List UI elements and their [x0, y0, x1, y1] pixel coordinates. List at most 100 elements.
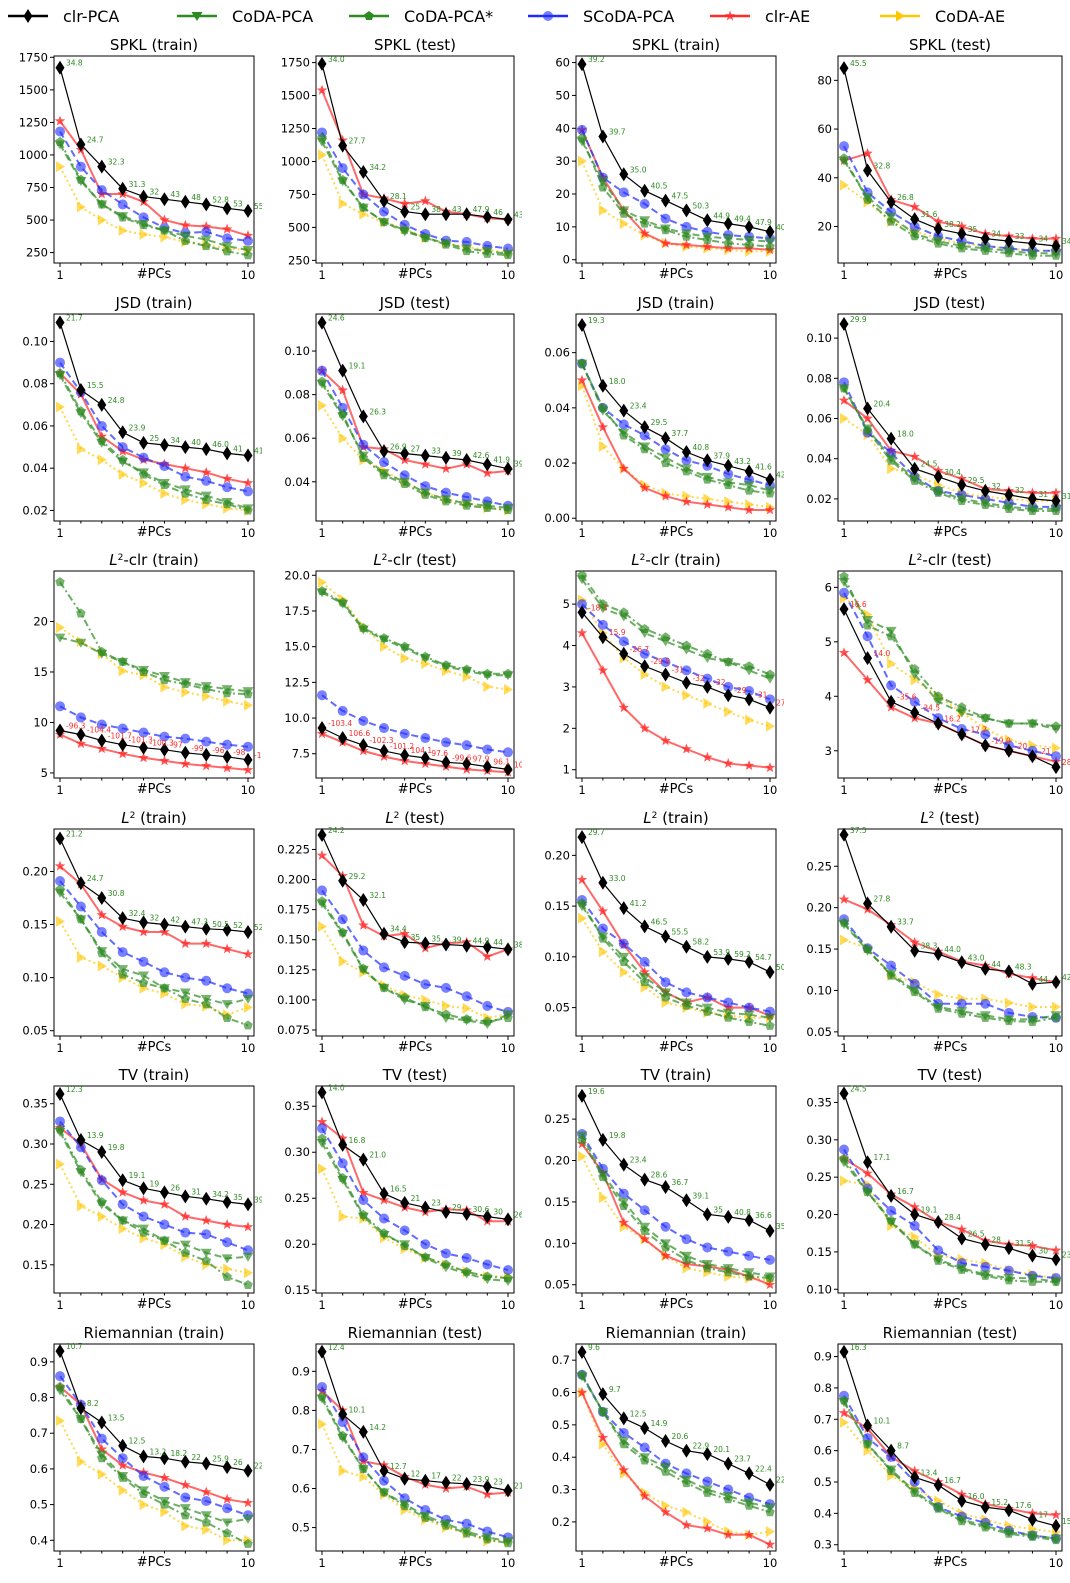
data-point — [180, 440, 190, 455]
data-point — [399, 928, 410, 939]
data-point — [838, 1158, 850, 1168]
data-label: 40.5 — [651, 182, 668, 191]
data-point — [639, 198, 650, 209]
data-point — [179, 1240, 191, 1250]
data-point — [200, 1511, 212, 1521]
data-point — [138, 971, 150, 981]
data-point — [243, 1020, 253, 1030]
data-point — [221, 1518, 233, 1528]
y-tick-label: 0.20 — [22, 864, 48, 878]
y-tick-label: 20.0 — [284, 568, 310, 582]
data-point — [618, 1437, 630, 1447]
x-axis-label: #PCs — [398, 525, 433, 540]
series-line — [581, 1351, 771, 1486]
data-label: 29.2 — [349, 872, 366, 881]
data-point — [357, 625, 369, 635]
series-clr-pca — [577, 605, 775, 715]
data-label: 18.0 — [609, 377, 626, 386]
data-label: 54.7 — [755, 953, 772, 962]
chart-panel-3: SPKL (test) 20 40 60 80 1 10 #PCs 45.5 32.8 26.8 31… — [784, 34, 1070, 291]
data-point — [379, 1186, 389, 1201]
y-tick-label: 0.15 — [544, 1195, 570, 1209]
data-label: 42.2 — [1062, 973, 1070, 982]
data-point — [1003, 719, 1015, 729]
data-label: 48 — [191, 193, 201, 202]
data-label: 34.2 — [212, 1190, 229, 1199]
data-point — [318, 149, 327, 161]
data-point — [764, 762, 776, 773]
data-point — [482, 1488, 493, 1499]
data-point — [200, 1248, 212, 1258]
data-point — [160, 681, 170, 693]
data-point — [358, 165, 368, 180]
data-point — [201, 921, 211, 936]
data-point — [138, 452, 149, 463]
data-point — [1026, 1531, 1038, 1541]
data-point — [379, 962, 389, 973]
data-point — [639, 973, 651, 983]
series-line — [59, 322, 249, 457]
data-point — [598, 440, 608, 452]
data-point — [118, 1173, 128, 1188]
data-point — [764, 1013, 776, 1023]
y-tick-label: 0.20 — [544, 1154, 570, 1168]
data-point — [597, 1407, 609, 1417]
plot-frame — [53, 828, 255, 1037]
data-point — [702, 949, 712, 964]
data-label: 13.5 — [108, 1414, 125, 1423]
data-label: 32 — [150, 188, 160, 197]
data-point — [242, 477, 254, 488]
data-point — [357, 203, 369, 213]
data-point — [139, 228, 149, 240]
data-point — [76, 727, 86, 742]
data-label: 21.2 — [66, 830, 83, 839]
data-point — [660, 213, 671, 224]
data-label: 45.5 — [850, 59, 867, 68]
chart-title: Riemannian (train) — [84, 1324, 225, 1342]
y-tick-label: 5 — [825, 635, 832, 649]
series-scoda-pca — [317, 1381, 513, 1543]
data-point — [159, 742, 169, 757]
data-point — [54, 1386, 66, 1396]
data-point — [399, 970, 410, 981]
y-tick-label: 0.6 — [552, 1386, 570, 1400]
data-label: -32 — [713, 678, 725, 687]
data-point — [618, 419, 629, 430]
data-point — [886, 960, 897, 971]
data-point — [55, 315, 65, 330]
data-point — [117, 1453, 128, 1464]
data-point — [618, 1464, 630, 1475]
data-point — [639, 956, 650, 967]
y-tick-label: 0.10 — [284, 344, 310, 358]
y-tick-label: 0.04 — [544, 401, 570, 415]
data-label: -29.5 — [651, 657, 671, 666]
legend-label: CoDA-AE — [935, 7, 1005, 26]
x-tick-label: 1 — [318, 783, 325, 797]
data-point — [1050, 1534, 1062, 1544]
data-label: 30 — [1038, 1247, 1048, 1256]
data-point — [745, 714, 755, 726]
data-point — [481, 1533, 493, 1543]
legend-tri-down-icon — [191, 12, 203, 21]
data-label: -104.4 — [87, 726, 111, 735]
y-tick-label: 0.05 — [544, 1001, 570, 1015]
data-label: 20.4 — [874, 399, 891, 408]
data-label: 17 — [1038, 1511, 1048, 1520]
y-tick-label: 0.7 — [292, 1442, 310, 1456]
data-point — [117, 657, 129, 667]
data-point — [117, 199, 128, 210]
data-point — [482, 1000, 493, 1011]
data-label: 46 — [493, 208, 503, 217]
series-line — [843, 1148, 1057, 1280]
data-point — [420, 1200, 430, 1215]
data-point — [118, 1484, 128, 1496]
y-tick-label: 6 — [825, 580, 832, 594]
data-point — [243, 924, 253, 939]
series-line — [321, 1386, 509, 1539]
data-point — [862, 1440, 874, 1450]
data-point — [933, 1478, 943, 1493]
data-point — [318, 1418, 327, 1430]
data-point — [597, 905, 609, 916]
data-label: 39.7 — [609, 128, 626, 137]
legend-svg: clr-PCA CoDA-PCA CoDA-PCA* SCoDA-PCA clr-AE C… — [8, 7, 1005, 26]
